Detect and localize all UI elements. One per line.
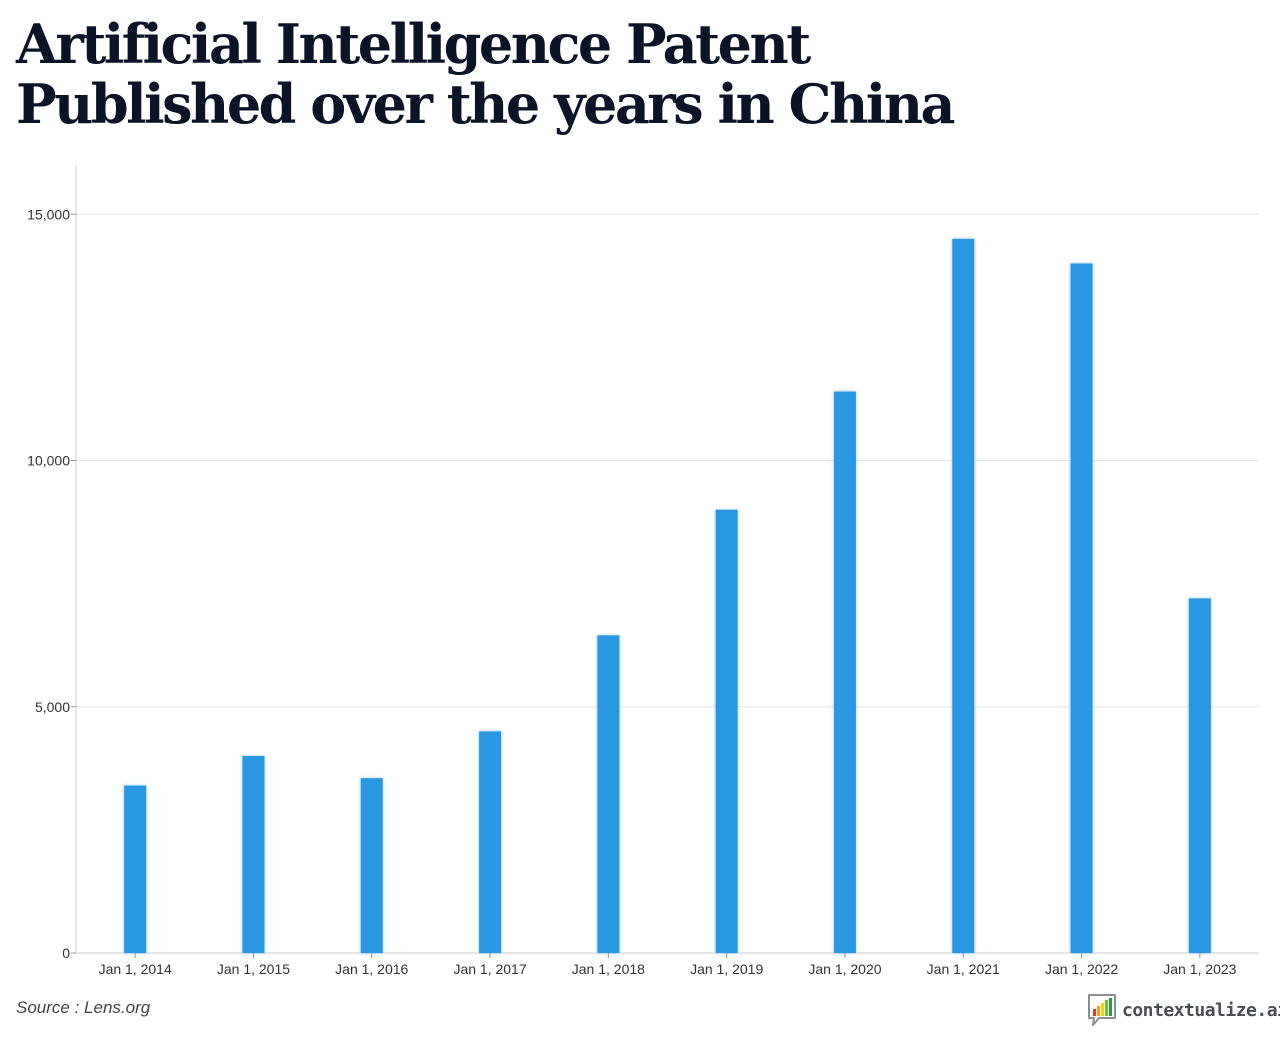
x-tick-label: Jan 1, 2018: [572, 961, 645, 977]
brand-logo[interactable]: contextualize.ai: [1086, 992, 1280, 1028]
y-tick-label: 0: [62, 945, 70, 961]
brand-name: contextualize.ai: [1122, 999, 1280, 1021]
chart-title-line-2: Published over the years in China: [16, 72, 956, 136]
grid-lines: [76, 213, 1259, 708]
source-note: Source : Lens.org: [16, 998, 151, 1017]
x-tick-label: Jan 1, 2017: [453, 961, 526, 977]
bar-2018[interactable]: [597, 635, 620, 953]
chart-bubble-icon: [1088, 994, 1116, 1026]
bars: [124, 238, 1211, 954]
bar-2017[interactable]: [479, 731, 502, 953]
y-tick-label: 10,000: [27, 453, 70, 469]
x-tick-label: Jan 1, 2020: [808, 961, 881, 977]
x-tick-label: Jan 1, 2021: [927, 961, 1000, 977]
y-tick-label: 5,000: [35, 699, 70, 715]
chart-title: Artificial Intelligence Patent Published…: [16, 14, 1116, 134]
x-tick-label: Jan 1, 2014: [99, 961, 172, 977]
x-tick-label: Jan 1, 2015: [217, 961, 290, 977]
x-tick-label: Jan 1, 2022: [1045, 961, 1118, 977]
bar-2020[interactable]: [833, 391, 856, 953]
bar-2021[interactable]: [952, 238, 975, 953]
y-axis-ticks: 0 5,000 10,000 15,000: [27, 206, 76, 961]
axes: [75, 165, 1259, 954]
x-tick-label: Jan 1, 2023: [1163, 961, 1236, 977]
bar-2015[interactable]: [242, 756, 265, 953]
chart-title-line-1: Artificial Intelligence Patent: [16, 12, 811, 76]
y-tick-label: 15,000: [27, 206, 70, 222]
bar-2023[interactable]: [1188, 598, 1211, 953]
bar-2019[interactable]: [715, 509, 738, 953]
x-tick-label: Jan 1, 2016: [335, 961, 408, 977]
bar-2022[interactable]: [1070, 263, 1093, 954]
x-tick-label: Jan 1, 2019: [690, 961, 763, 977]
bar-2016[interactable]: [360, 778, 383, 953]
x-axis-ticks: Jan 1, 2014 Jan 1, 2015 Jan 1, 2016 Jan 1, …: [99, 953, 1237, 977]
bar-2014[interactable]: [124, 785, 147, 953]
